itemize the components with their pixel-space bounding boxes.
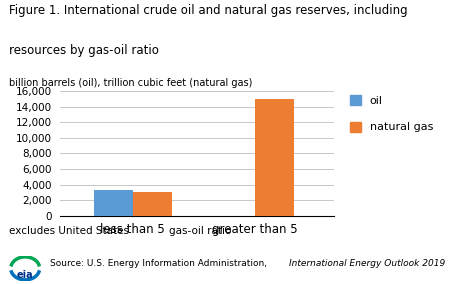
Bar: [255, 99, 294, 216]
Text: Figure 1. International crude oil and natural gas reserves, including: Figure 1. International crude oil and na…: [9, 4, 408, 17]
Text: billion barrels (oil), trillion cubic feet (natural gas): billion barrels (oil), trillion cubic fe…: [9, 78, 252, 88]
Text: eia: eia: [17, 270, 33, 280]
Bar: [133, 193, 172, 216]
Text: excludes United States: excludes United States: [9, 226, 129, 236]
Bar: [94, 190, 133, 216]
Text: Source: U.S. Energy Information Administration,: Source: U.S. Energy Information Administ…: [50, 259, 270, 268]
Legend: oil, natural gas: oil, natural gas: [345, 91, 437, 137]
Text: resources by gas-oil ratio: resources by gas-oil ratio: [9, 44, 159, 57]
Text: gas-oil ratio: gas-oil ratio: [169, 226, 232, 236]
Text: International Energy Outlook 2019: International Energy Outlook 2019: [289, 259, 445, 268]
